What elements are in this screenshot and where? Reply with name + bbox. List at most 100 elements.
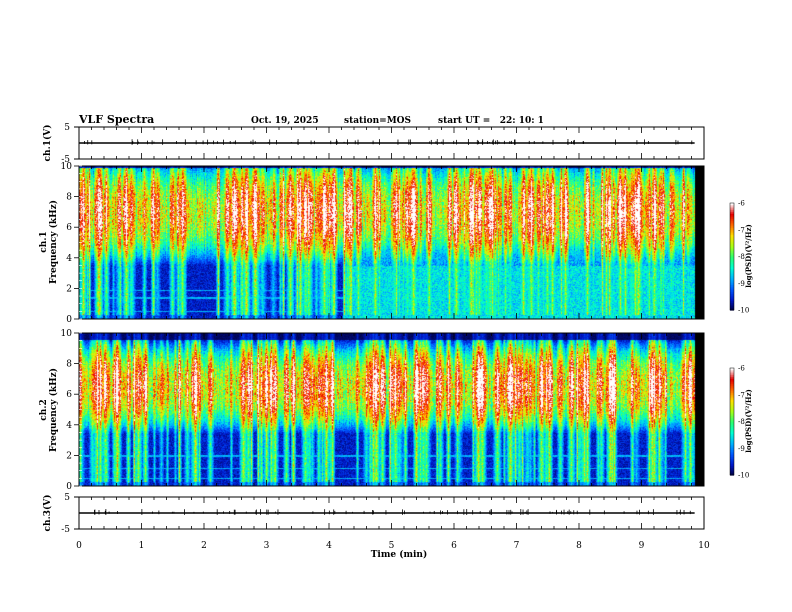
ch1-colorbar-swatch <box>730 226 734 229</box>
ch2-colorbar-swatch <box>730 425 734 428</box>
ch2-colorbar-swatch <box>730 439 734 442</box>
ch2-colorbar: -6 -7 -8 -9 -10 log(PSD)(V²/Hz) <box>729 365 753 480</box>
ch2-colorbar-swatch <box>730 451 734 455</box>
ch1-colorbar-swatch <box>730 240 734 243</box>
ch2-colorbar-swatch <box>730 423 734 426</box>
ch1-colorbar-swatch <box>730 256 734 259</box>
ch1-colorbar: -6 -7 -8 -9 -10 log(PSD)(V²/Hz) <box>729 200 753 315</box>
ch2-colorbar-swatch <box>730 460 734 464</box>
ch2-spectrogram-ytick-label: 2 <box>66 451 72 461</box>
ch1-spectrogram-x-ticks <box>78 166 705 319</box>
ch2-colorbar-swatch <box>730 419 734 423</box>
ch1-colorbar-swatch <box>730 290 734 293</box>
ch2-colorbar-swatch <box>730 407 734 410</box>
ch1-colorbar-swatch <box>730 288 734 291</box>
ch2-spectrogram-y-ticks: 0 2 4 6 8 10 <box>61 329 82 492</box>
ch2-colorbar-swatch <box>730 394 734 398</box>
ch2-colorbar-swatch <box>730 410 734 414</box>
ch1-colorbar-swatch <box>730 219 734 222</box>
ch1-spectrogram-ytick-label: 8 <box>66 193 72 203</box>
ch2-spectrogram-x-ticks <box>78 333 705 486</box>
ch2-colorbar-swatch <box>730 473 734 476</box>
ch1-colorbar-swatch <box>730 227 734 231</box>
header: VLF Spectra Oct. 19, 2025 station=MOS st… <box>78 113 544 126</box>
ch1-colorbar-swatch <box>730 233 734 236</box>
ch3-ytick-bottom: -5 <box>61 525 70 535</box>
ch1-colorbar-swatch <box>730 249 734 252</box>
ch1-spectrogram-image-wrap <box>79 166 704 319</box>
ch1-colorbar-swatch <box>730 252 734 256</box>
time-axis-tick-label: 7 <box>514 541 520 551</box>
ch2-colorbar-swatch <box>730 369 734 373</box>
ch2-colorbar-swatch <box>730 464 734 467</box>
time-axis: 0 1 2 3 4 5 6 7 8 9 10 Time (min) <box>76 541 710 560</box>
ch2-colorbar-swatch <box>730 389 734 392</box>
time-axis-tick-label: 4 <box>326 541 332 551</box>
ch2-colorbar-swatch <box>730 435 734 439</box>
ch2-spectrogram-ylabel-frequency: Frequency (kHz) <box>48 368 59 452</box>
ch2-colorbar-swatch <box>730 430 734 433</box>
ch2-spectrogram-image-wrap <box>79 333 704 486</box>
ch1-colorbar-gradient <box>729 202 735 311</box>
ch2-colorbar-swatch <box>730 453 734 456</box>
ch3-x-ticks <box>78 497 705 529</box>
ch2-spectrogram-ytick-label: 8 <box>66 360 72 370</box>
ch1-colorbar-swatch <box>730 274 734 277</box>
ch2-spectrogram-ytick-label: 10 <box>61 329 73 339</box>
ch1-colorbar-swatch <box>730 306 734 309</box>
ch1-colorbar-swatch <box>730 217 734 220</box>
ch2-colorbar-swatch <box>730 467 734 471</box>
ch2-colorbar-swatch <box>730 391 734 394</box>
ch2-colorbar-swatch <box>730 414 734 417</box>
ch2-colorbar-tick-label: -10 <box>738 472 749 480</box>
ch1-colorbar-swatch <box>730 251 734 254</box>
ch2-colorbar-swatch <box>730 382 734 385</box>
ch2-colorbar-swatch <box>730 426 734 430</box>
ch2-colorbar-swatch <box>730 437 734 440</box>
ch2-colorbar-swatch <box>730 444 734 448</box>
ch2-colorbar-swatch <box>730 462 734 465</box>
ch1-colorbar-swatch <box>730 215 734 218</box>
time-axis-tick-label: 1 <box>139 541 145 551</box>
ch1-colorbar-swatch <box>730 286 734 290</box>
ch1-spectrogram-ylabel-frequency: Frequency (kHz) <box>48 200 59 284</box>
ch1-colorbar-swatch <box>730 244 734 247</box>
ch1-colorbar-swatch <box>730 293 734 297</box>
ch2-colorbar-swatch <box>730 405 734 408</box>
ch2-colorbar-ticks: -6 -7 -8 -9 -10 <box>738 365 749 480</box>
ch2-colorbar-swatch <box>730 421 734 424</box>
ch1-colorbar-swatch <box>730 261 734 265</box>
ch1-colorbar-tick-label: -7 <box>738 226 745 234</box>
ch2-colorbar-swatch <box>730 455 734 458</box>
ch2-spectrogram-ylabel-channel: ch.2 <box>39 399 49 420</box>
ch2-colorbar-swatch <box>730 469 734 473</box>
ch1-colorbar-swatch <box>730 245 734 249</box>
ch1-colorbar-swatch <box>730 263 734 267</box>
ch2-colorbar-swatch <box>730 387 734 390</box>
ch1-colorbar-swatch <box>730 279 734 283</box>
start-ut-label: start UT = 22: 10: 1 <box>438 116 544 126</box>
ch1-colorbar-swatch <box>730 224 734 227</box>
ch1-colorbar-swatch <box>730 302 734 306</box>
ch1-colorbar-swatch <box>730 276 734 279</box>
ch1-colorbar-swatch <box>730 213 734 217</box>
ch1-colorbar-swatch <box>730 242 734 245</box>
ch2-colorbar-tick-label: -6 <box>738 365 745 373</box>
time-axis-tick-label: 3 <box>264 541 270 551</box>
ch1-colorbar-swatch <box>730 254 734 258</box>
ch2-colorbar-swatch <box>730 458 734 462</box>
ch1-colorbar-swatch <box>730 285 734 288</box>
figure-title: VLF Spectra <box>78 113 154 126</box>
ch2-colorbar-swatch <box>730 442 734 446</box>
ch1-colorbar-swatch <box>730 260 734 263</box>
time-axis-label: Time (min) <box>371 549 428 560</box>
ch2-colorbar-swatch <box>730 384 734 387</box>
ch1-colorbar-swatch <box>730 301 734 304</box>
ch1-spectrogram-ytick-label: 4 <box>66 254 72 264</box>
ch2-colorbar-swatch <box>730 398 734 401</box>
time-axis-tick-label: 6 <box>451 541 457 551</box>
ch2-colorbar-swatch <box>730 448 734 451</box>
time-axis-tick-label: 0 <box>76 541 82 551</box>
ch2-colorbar-gradient <box>729 367 735 476</box>
